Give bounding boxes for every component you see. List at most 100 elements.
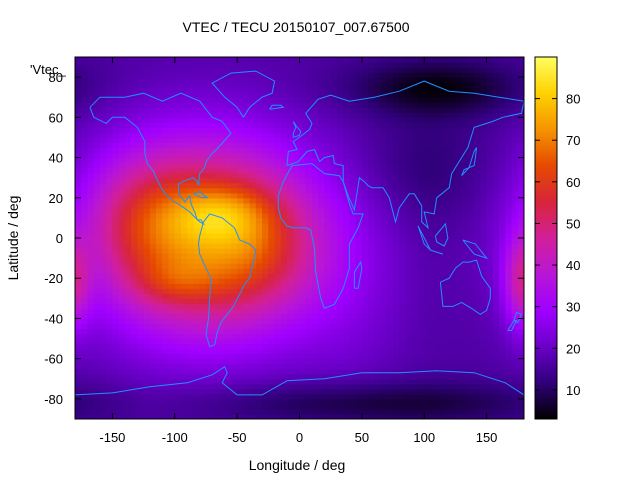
heatmap-cell bbox=[205, 97, 213, 103]
heatmap-cell bbox=[93, 132, 101, 139]
heatmap-cell bbox=[442, 398, 450, 405]
heatmap-cell bbox=[218, 232, 226, 239]
heatmap-cell bbox=[118, 338, 126, 345]
heatmap-cell bbox=[349, 393, 357, 400]
heatmap-cell bbox=[436, 393, 444, 400]
heatmap-cell bbox=[118, 268, 126, 274]
heatmap-cell bbox=[99, 253, 107, 259]
heatmap-cell bbox=[143, 72, 151, 78]
heatmap-cell bbox=[212, 243, 220, 249]
heatmap-cell bbox=[449, 383, 457, 390]
heatmap-cell bbox=[162, 137, 170, 144]
heatmap-cell bbox=[268, 232, 276, 239]
heatmap-cell bbox=[442, 343, 450, 350]
heatmap-cell bbox=[218, 62, 226, 68]
heatmap-cell bbox=[137, 333, 145, 340]
heatmap-cell bbox=[162, 383, 170, 390]
heatmap-cell bbox=[199, 388, 207, 395]
heatmap-cell bbox=[262, 408, 269, 415]
heatmap-cell bbox=[449, 207, 457, 214]
heatmap-cell bbox=[237, 403, 244, 410]
heatmap-cell bbox=[249, 398, 257, 405]
heatmap-cell bbox=[330, 102, 338, 108]
heatmap-cell bbox=[324, 328, 332, 335]
heatmap-cell bbox=[137, 368, 145, 375]
heatmap-cell bbox=[424, 243, 432, 249]
heatmap-cell bbox=[311, 172, 319, 179]
heatmap-cell bbox=[417, 72, 425, 78]
heatmap-cell bbox=[237, 77, 244, 83]
heatmap-cell bbox=[318, 278, 326, 284]
heatmap-cell bbox=[280, 358, 288, 365]
heatmap-cell bbox=[106, 333, 114, 340]
heatmap-cell bbox=[324, 403, 332, 410]
heatmap-cell bbox=[162, 323, 170, 330]
heatmap-cell bbox=[280, 353, 288, 360]
heatmap-cell bbox=[93, 358, 101, 365]
heatmap-cell bbox=[499, 328, 506, 335]
heatmap-cell bbox=[131, 338, 138, 345]
heatmap-cell bbox=[436, 152, 444, 159]
heatmap-cell bbox=[218, 87, 226, 93]
heatmap-cell bbox=[436, 413, 444, 419]
heatmap-cell bbox=[143, 348, 151, 355]
heatmap-cell bbox=[287, 212, 294, 219]
heatmap-cell bbox=[187, 278, 195, 284]
heatmap-cell bbox=[436, 338, 444, 345]
heatmap-cell bbox=[137, 132, 145, 139]
heatmap-cell bbox=[287, 142, 294, 149]
heatmap-cell bbox=[411, 197, 419, 204]
heatmap-cell bbox=[287, 217, 294, 224]
heatmap-cell bbox=[93, 308, 101, 315]
heatmap-cell bbox=[280, 117, 288, 123]
heatmap-cell bbox=[305, 212, 313, 219]
heatmap-cell bbox=[274, 232, 282, 239]
heatmap-cell bbox=[293, 313, 301, 320]
heatmap-cell bbox=[455, 202, 463, 209]
heatmap-cell bbox=[499, 137, 506, 144]
heatmap-cell bbox=[99, 197, 107, 204]
heatmap-cell bbox=[442, 177, 450, 184]
heatmap-cell bbox=[467, 363, 475, 370]
heatmap-cell bbox=[380, 167, 388, 174]
heatmap-cell bbox=[330, 313, 338, 320]
heatmap-cell bbox=[461, 57, 469, 63]
heatmap-cell bbox=[93, 127, 101, 134]
heatmap-cell bbox=[455, 378, 463, 385]
heatmap-cell bbox=[262, 142, 269, 149]
heatmap-cell bbox=[193, 112, 201, 118]
heatmap-cell bbox=[436, 177, 444, 184]
heatmap-cell bbox=[380, 227, 388, 234]
heatmap-cell bbox=[181, 192, 188, 199]
heatmap-cell bbox=[112, 263, 120, 269]
heatmap-cell bbox=[243, 313, 251, 320]
heatmap-cell bbox=[199, 278, 207, 284]
heatmap-cell bbox=[336, 318, 344, 325]
heatmap-cell bbox=[349, 263, 357, 269]
heatmap-cell bbox=[287, 92, 294, 98]
heatmap-cell bbox=[243, 127, 251, 134]
heatmap-cell bbox=[99, 152, 107, 159]
heatmap-cell bbox=[305, 187, 313, 194]
heatmap-cell bbox=[330, 343, 338, 350]
heatmap-cell bbox=[455, 328, 463, 335]
heatmap-cell bbox=[193, 378, 201, 385]
heatmap-cell bbox=[449, 57, 457, 63]
heatmap-cell bbox=[349, 177, 357, 184]
heatmap-cell bbox=[380, 383, 388, 390]
heatmap-cell bbox=[237, 263, 244, 269]
heatmap-cell bbox=[249, 82, 257, 88]
heatmap-cell bbox=[499, 82, 506, 88]
heatmap-cell bbox=[492, 72, 500, 78]
heatmap-cell bbox=[287, 112, 294, 118]
heatmap-cell bbox=[193, 283, 201, 289]
heatmap-cell bbox=[137, 323, 145, 330]
heatmap-cell bbox=[424, 122, 432, 128]
heatmap-cell bbox=[237, 388, 244, 395]
heatmap-cell bbox=[417, 253, 425, 259]
heatmap-cell bbox=[274, 253, 282, 259]
heatmap-cell bbox=[106, 182, 114, 189]
heatmap-cell bbox=[193, 82, 201, 88]
heatmap-cell bbox=[305, 293, 313, 299]
heatmap-cell bbox=[405, 308, 413, 315]
